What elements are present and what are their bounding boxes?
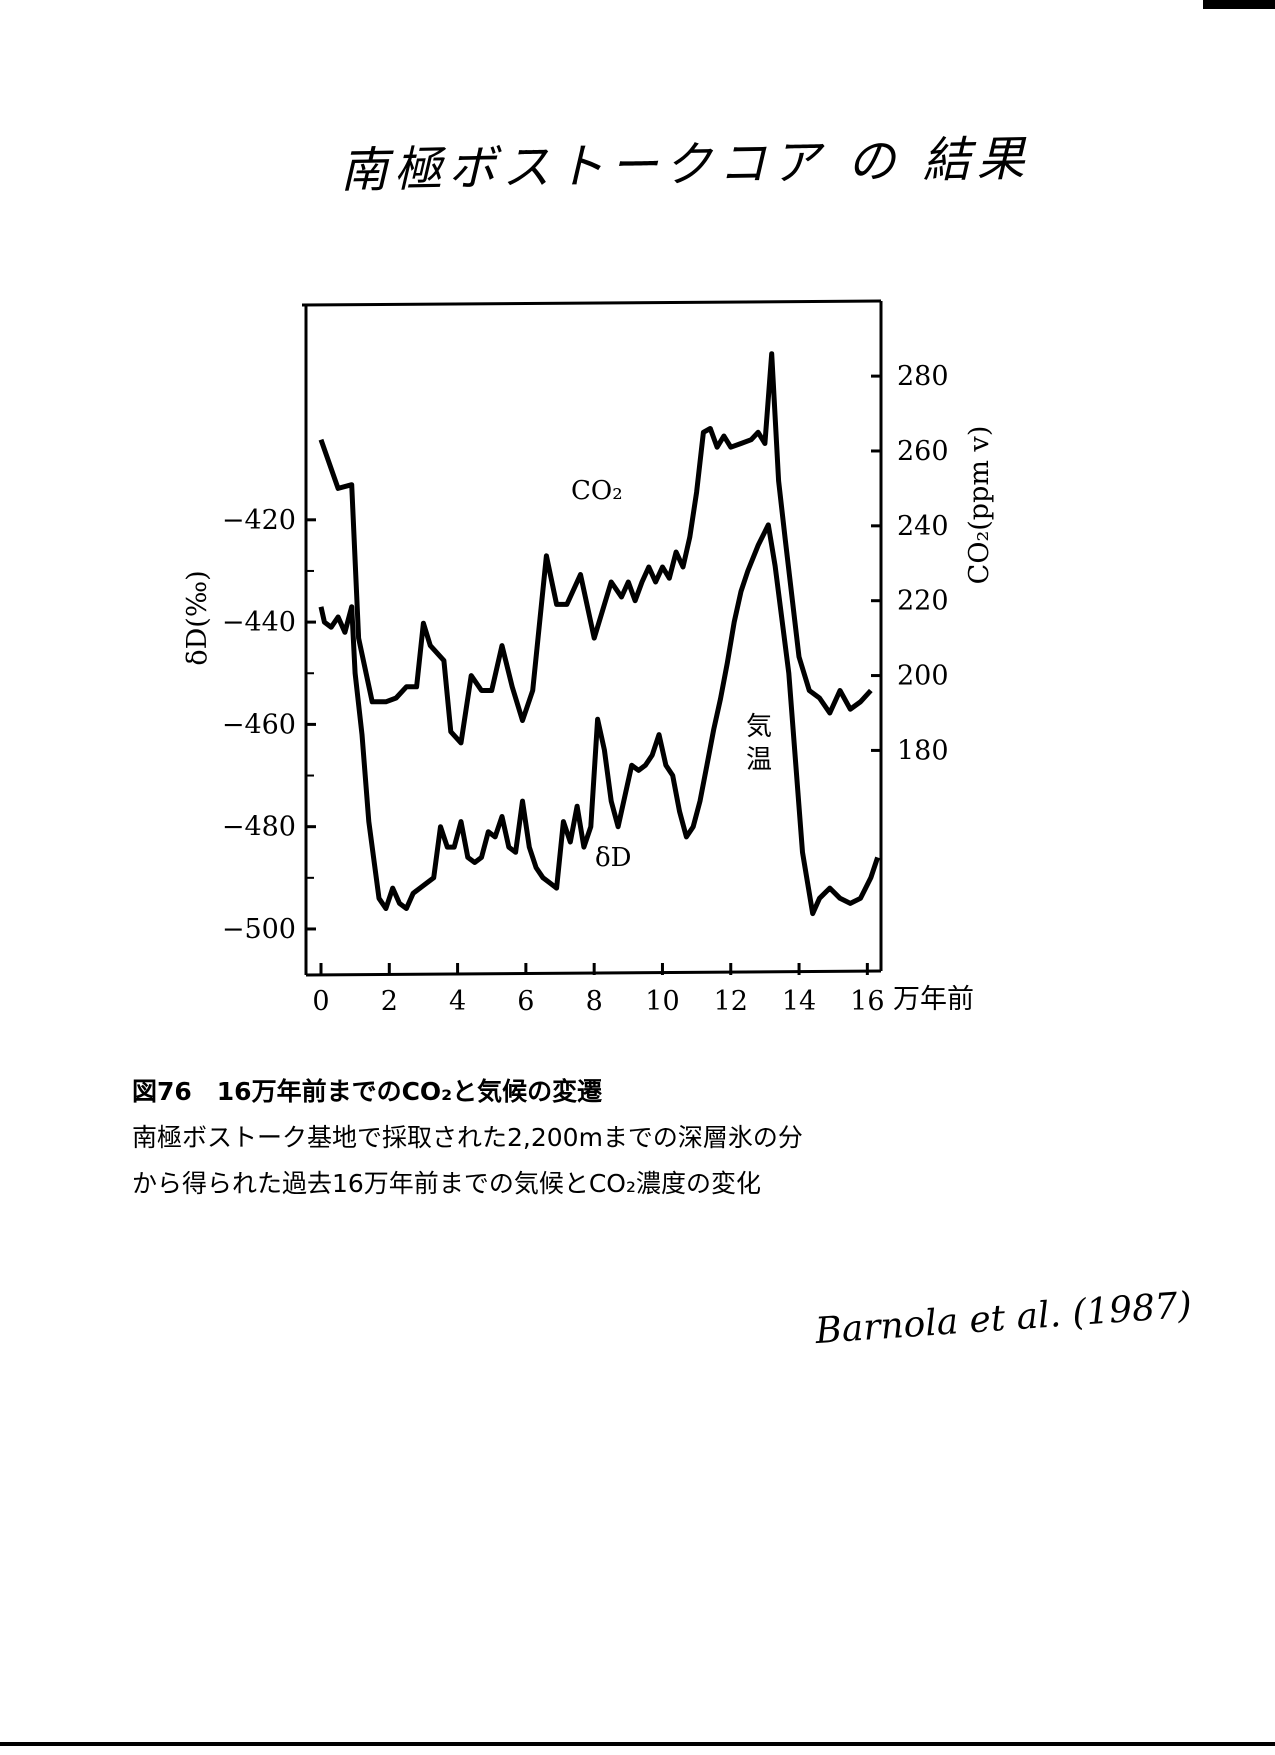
- top-axis-line: [301, 299, 882, 307]
- left-tick-label-1: −440: [222, 607, 296, 638]
- plot-frame: [301, 299, 883, 977]
- handwritten-attribution: Barnola et al. (1987): [814, 1284, 1194, 1353]
- x-tick-label-5: 10: [645, 986, 679, 1017]
- right-axis-label: CO₂(ppm v): [964, 426, 995, 585]
- caption-line-1: 南極ボストーク基地で採取された2,200mまでの深層氷の分: [132, 1123, 803, 1152]
- caption-line-2: から得られた過去16万年前までの気候とCO₂濃度の変化: [132, 1169, 761, 1198]
- chart: 0 2 4 6 8 10 12 14 16 −420 −440 −460 −480 −500 180 200 2…: [182, 299, 995, 1017]
- x-tick-label-3: 6: [517, 986, 534, 1017]
- left-axis-label: δD(‰): [182, 570, 213, 665]
- x-tick-label-7: 14: [782, 986, 816, 1017]
- right-tick-label-1: 200: [897, 661, 949, 692]
- left-tick-label-2: −460: [222, 709, 296, 740]
- left-tick-label-4: −500: [222, 914, 296, 945]
- x-tick-label-8: 16: [850, 986, 884, 1017]
- co2-series-line: [318, 351, 873, 746]
- temperature-annotation: 気 温: [746, 712, 780, 775]
- caption-title: 図76 16万年前までのCO₂と気候の変遷: [132, 1077, 603, 1106]
- top-right-mark: [1203, 0, 1275, 9]
- x-tick-label-6: 12: [714, 986, 748, 1017]
- x-tick-label-1: 2: [381, 986, 398, 1017]
- x-tick-label-4: 8: [586, 986, 603, 1017]
- x-axis-unit: 万年前: [893, 984, 974, 1015]
- x-tick-label-0: 0: [312, 986, 329, 1017]
- co2-series-annotation: CO₂: [571, 476, 623, 506]
- dD-series-annotation: δD: [595, 843, 632, 873]
- right-tick-label-2: 220: [897, 586, 949, 617]
- x-tick-label-2: 4: [449, 986, 466, 1017]
- dD-series-line: [318, 522, 880, 917]
- right-tick-label-4: 260: [897, 436, 949, 467]
- left-tick-label-0: −420: [222, 505, 296, 536]
- figure-caption: 図76 16万年前までのCO₂と気候の変遷 南極ボストーク基地で採取された2,2…: [132, 1072, 1032, 1210]
- right-tick-label-3: 240: [897, 511, 949, 542]
- bottom-rule: [0, 1742, 1275, 1746]
- right-tick-label-5: 280: [897, 361, 949, 392]
- left-tick-label-3: −480: [222, 812, 296, 843]
- right-tick-label-0: 180: [897, 735, 949, 766]
